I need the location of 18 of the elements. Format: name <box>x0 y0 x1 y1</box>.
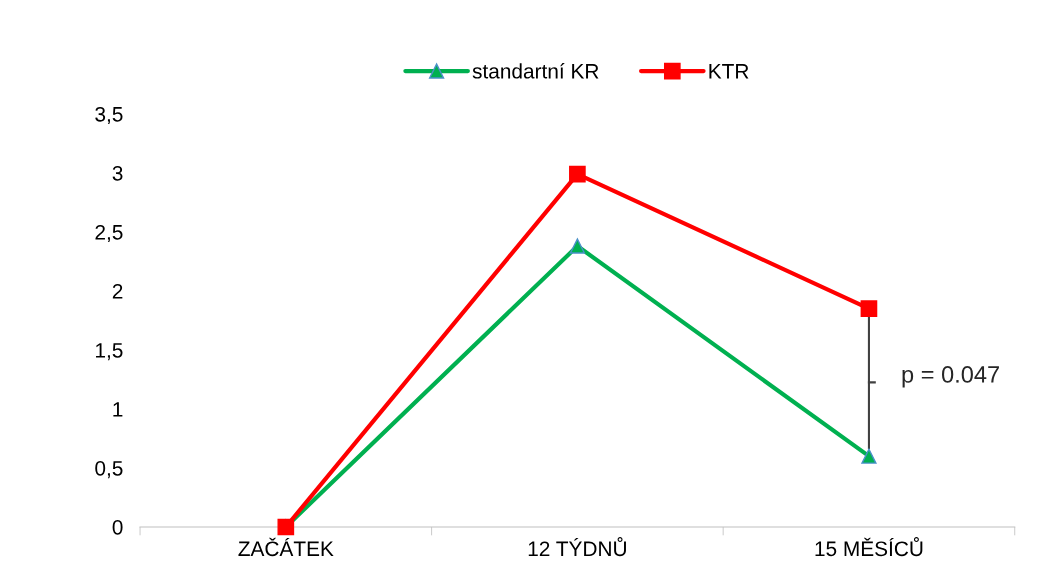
y-tick-label: 0,5 <box>95 460 123 479</box>
legend-label: KTR <box>709 64 749 79</box>
y-tick-label: 1,5 <box>96 343 123 361</box>
y-tick-label: 3 <box>112 165 123 181</box>
y-tick-label: 0 <box>112 519 123 535</box>
x-tick-label: 15 MĚSÍCŮ <box>815 537 923 557</box>
y-tick-label: 2,5 <box>95 224 123 243</box>
point <box>569 238 586 254</box>
annotation: p = 0.047 <box>902 366 999 388</box>
y-tick-label: 2 <box>112 283 123 299</box>
y-tick-label: 1 <box>113 402 123 417</box>
x-tick-label: ZAČÁTEK <box>238 537 334 557</box>
point <box>861 448 877 464</box>
y-tick-label: 3,5 <box>95 106 123 125</box>
point <box>569 165 586 183</box>
x-tick-label: 12 TÝDNŮ <box>528 537 626 557</box>
point <box>860 300 878 317</box>
legend-label: standartní KR <box>472 63 599 79</box>
